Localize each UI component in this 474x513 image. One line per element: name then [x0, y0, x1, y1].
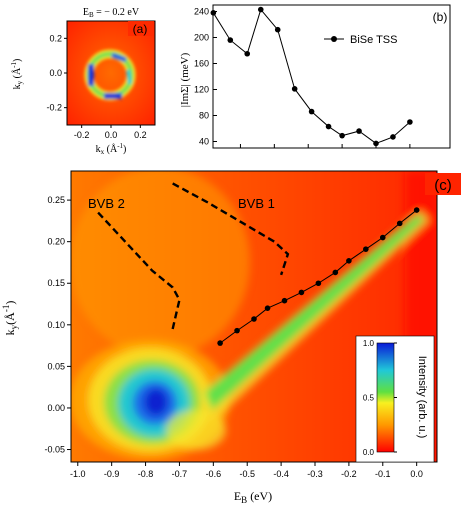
panel-b-point — [210, 10, 217, 16]
panel-c-x-tick-label: -0.4 — [273, 469, 289, 479]
panel-a-x-label: kx (Å-1) — [96, 142, 127, 156]
panel-c-x-tick-label: -0.9 — [104, 469, 120, 479]
panel-b-point — [356, 128, 362, 134]
panel-c-x-tick-label: -0.7 — [172, 469, 188, 479]
panel-c-y-tick-label: 0.05 — [47, 361, 65, 371]
colorbar: 1.0 0.5 0.0 Intensity (arb. u.) — [355, 335, 435, 463]
panel-b-point — [227, 37, 234, 43]
panel-c-frame — [70, 170, 438, 463]
colorbar-tick-label: 0.0 — [363, 448, 375, 457]
panel-b-legend: BiSe TSS — [324, 34, 398, 46]
panel-c-x-tick-label: -0.2 — [341, 469, 357, 479]
legend-marker — [331, 36, 337, 42]
dispersion-point — [332, 269, 339, 276]
colorbar-box — [355, 335, 435, 463]
panel-c-x-label: EB (eV) — [234, 489, 272, 505]
panel-b-y-label: |ImΣ| (meV) — [179, 52, 191, 107]
panel-a-y-tick-label: 0.0 — [49, 68, 62, 78]
panel-b-point — [339, 132, 345, 139]
panel-b-y-ticks: 240 200 160 120 80 40 — [194, 7, 217, 147]
panel-a-x-tick-label: -0.2 — [74, 130, 90, 140]
dispersion-points — [217, 207, 420, 346]
panel-c-y-tick-label: 0.00 — [47, 403, 65, 413]
panel-c-x-ticks: -1.0 -0.9 -0.8 -0.7 -0.6 -0.5 -0.4 -0.3 -0.2 -0.1… — [70, 462, 423, 479]
panel-c-y-tick-label: 0.20 — [47, 237, 65, 247]
dispersion-point — [379, 234, 386, 241]
dispersion-point — [281, 297, 288, 304]
panel-a-y-label: ky (Å-1) — [10, 59, 24, 90]
dispersion-point — [234, 327, 240, 334]
panel-c-x-tick-label: -0.5 — [239, 469, 255, 479]
panel-b-point — [274, 26, 281, 33]
panel-b-point — [390, 134, 396, 140]
panel-b-point — [291, 86, 298, 92]
panel-a-x-tick-label: 0.2 — [134, 130, 147, 140]
dispersion-point — [346, 257, 352, 264]
panel-a-label-box — [128, 21, 154, 36]
dispersion-point — [298, 289, 305, 296]
panel-a-title: EB = − 0.2 eV — [83, 7, 140, 19]
panel-c-heatmap: BVB 2 BVB 1 (c) 1.0 0.5 0.0 Intensity (arb… — [1, 170, 461, 505]
legend-label: BiSe TSS — [350, 34, 398, 46]
colorbar-ticks: 1.0 0.5 0.0 — [363, 339, 397, 457]
bvb1-label: BVB 1 — [238, 196, 275, 211]
panel-a-x-ticks: -0.2 0.0 0.2 — [74, 125, 147, 140]
panel-b-y-tick-label: 200 — [194, 33, 209, 43]
bvb2-dashed-line — [97, 211, 181, 330]
panel-c-x-tick-label: 0.0 — [410, 469, 423, 479]
panel-c-y-tick-label: 0.25 — [47, 195, 65, 205]
panel-b-point — [325, 123, 332, 130]
panel-c-label-box — [425, 173, 461, 195]
panel-a-background — [67, 21, 155, 125]
panel-a-x-tick-label: 0.0 — [105, 130, 118, 140]
bvb2-label: BVB 2 — [88, 196, 125, 211]
panel-a-heatmap: (a) EB = − 0.2 eV -0.2 0.0 0.2 0.20.0-0.2 … — [10, 7, 156, 156]
panel-b-point — [244, 50, 251, 57]
panel-c-x-tick-label: -0.1 — [375, 469, 391, 479]
panel-c-y-label: ky(Å-1) — [1, 301, 19, 336]
dispersion-point — [363, 246, 369, 252]
dispersion-point — [396, 220, 403, 227]
colorbar-tick-label: 1.0 — [363, 339, 375, 348]
panel-b-y-tick-label: 120 — [194, 85, 209, 95]
panel-a-ring — [84, 49, 136, 101]
panel-c-y-ticks: 0.25 0.20 0.15 0.10 0.05 0.00 -0.05 — [44, 195, 71, 455]
panel-c-y-tick-label: 0.10 — [47, 320, 65, 330]
panel-b-point — [373, 140, 379, 147]
dispersion-point — [413, 207, 420, 213]
panel-b-y-tick-label: 40 — [199, 137, 209, 147]
panel-a-y-tick-label: -0.2 — [46, 103, 62, 113]
panel-b-y-tick-label: 240 — [194, 7, 209, 17]
panel-b-point — [407, 119, 413, 125]
panel-c-x-tick-label: -1.0 — [70, 469, 86, 479]
panel-a-label: (a) — [133, 22, 148, 36]
panel-b-line-chart: (b) |ImΣ| (meV) 240 200 160 120 80 40 BiSe TS… — [179, 4, 451, 149]
panel-c-y-tick-label: 0.15 — [47, 278, 65, 288]
panel-b-label: (b) — [433, 10, 448, 24]
panel-a-y-tick-label: 0.2 — [49, 33, 62, 43]
panel-b-y-tick-label: 160 — [194, 59, 209, 69]
panel-b-point — [257, 6, 264, 13]
panel-c-x-tick-label: -0.8 — [138, 469, 154, 479]
panel-b-point — [308, 108, 315, 115]
panel-b-y-tick-label: 80 — [199, 111, 209, 121]
panel-c-x-tick-label: -0.3 — [307, 469, 323, 479]
panel-b-frame — [212, 4, 451, 149]
dispersion-point — [217, 340, 223, 346]
panel-c-x-tick-label: -0.6 — [206, 469, 222, 479]
panel-b-x-ticks — [239, 144, 411, 148]
colorbar-tick-label: 0.5 — [363, 394, 375, 403]
dispersion-point — [251, 316, 257, 322]
panel-a-y-ticks: 0.2 0.0 -0.2 — [46, 33, 67, 113]
panel-c-intensity — [71, 171, 437, 462]
dispersion-point — [315, 280, 322, 287]
colorbar-gradient — [376, 342, 395, 453]
dispersion-point — [264, 305, 271, 311]
colorbar-label: Intensity (arb. u.) — [416, 356, 428, 439]
panel-b-points — [210, 6, 413, 147]
panel-c-y-tick-label: -0.05 — [44, 445, 65, 455]
panel-c-label: (c) — [434, 177, 452, 194]
